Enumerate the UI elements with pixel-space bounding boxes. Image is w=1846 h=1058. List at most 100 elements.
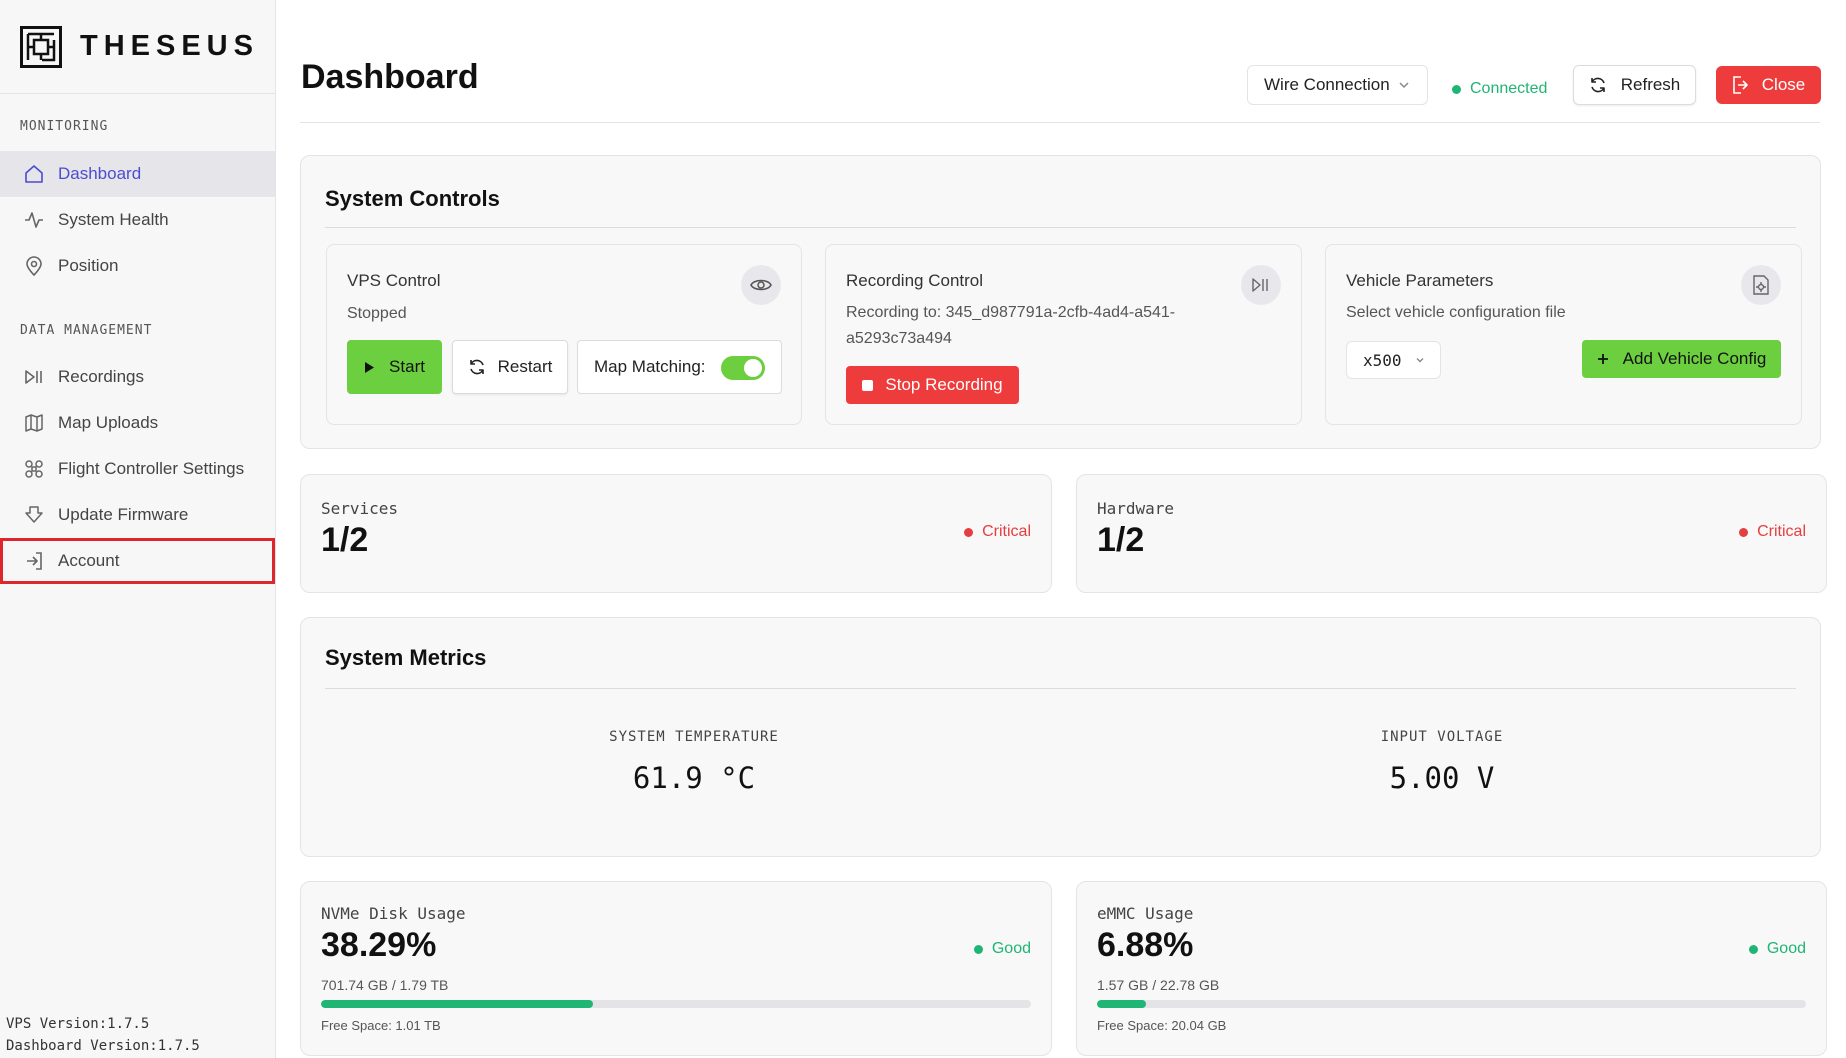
connection-status-label: Connected — [1470, 80, 1548, 97]
vps-status: Stopped — [347, 305, 407, 322]
drone-icon — [22, 457, 46, 481]
sidebar-item-dashboard[interactable]: Dashboard — [0, 151, 275, 197]
stop-icon — [862, 379, 874, 391]
emmc-progress-bar — [1097, 1000, 1806, 1008]
toggle-knob — [744, 359, 762, 377]
map-icon — [22, 411, 46, 435]
exit-icon — [1732, 76, 1748, 94]
sidebar-item-update-firmware[interactable]: Update Firmware — [0, 492, 275, 538]
voltage-value: 5.00 V — [1389, 761, 1495, 795]
add-vehicle-config-button[interactable]: Add Vehicle Config — [1582, 340, 1781, 378]
nvme-usage-detail: 701.74 GB / 1.79 TB — [321, 977, 449, 993]
nvme-usage-card: NVMe Disk Usage 38.29% Good 701.74 GB / … — [300, 881, 1052, 1056]
card-divider — [325, 688, 1796, 689]
recording-target: Recording to: 345_d987791a-2cfb-4ad4-a54… — [846, 300, 1175, 352]
stop-recording-label: Stop Recording — [885, 375, 1003, 394]
nav-data-management: Recordings Map Uploads Flight Controller… — [0, 354, 275, 584]
home-icon — [22, 162, 46, 186]
emmc-status-badge: Good — [1748, 940, 1806, 958]
chevron-down-icon — [1399, 82, 1409, 89]
sidebar-item-account[interactable]: Account — [0, 538, 275, 584]
services-label: Services — [321, 499, 399, 518]
page-title: Dashboard — [301, 58, 479, 96]
emmc-usage-card: eMMC Usage 6.88% Good 1.57 GB / 22.78 GB… — [1076, 881, 1827, 1056]
recording-target-line2: a5293c73a494 — [846, 330, 952, 347]
sidebar-item-recordings[interactable]: Recordings — [0, 354, 275, 400]
system-metrics-title: System Metrics — [325, 645, 487, 670]
refresh-button[interactable]: Refresh — [1573, 65, 1696, 105]
close-button[interactable]: Close — [1716, 66, 1821, 104]
vps-control-title: VPS Control — [347, 271, 441, 290]
refresh-icon — [1589, 76, 1607, 94]
start-button[interactable]: Start — [347, 340, 442, 394]
connection-select[interactable]: Wire Connection — [1247, 65, 1428, 105]
map-matching-toggle[interactable] — [721, 356, 765, 380]
pulse-icon — [22, 208, 46, 232]
sidebar-item-label: System Health — [58, 210, 169, 229]
services-card: Services 1/2 Critical — [300, 474, 1052, 593]
restart-label: Restart — [497, 357, 553, 376]
map-pin-icon — [22, 254, 46, 278]
map-matching-control: Map Matching: — [577, 340, 782, 394]
vehicle-parameters-subtitle: Select vehicle configuration file — [1346, 304, 1566, 321]
status-dot-icon — [964, 527, 974, 537]
system-metrics-card: System Metrics SYSTEM TEMPERATURE 61.9 °… — [300, 617, 1821, 857]
sidebar: THESEUS MONITORING Dashboard System Heal… — [0, 0, 276, 1058]
emmc-label: eMMC Usage — [1097, 904, 1194, 923]
start-label: Start — [389, 357, 425, 376]
version-info: VPS Version:1.7.5 Dashboard Version:1.7.… — [6, 1013, 200, 1057]
temperature-label: SYSTEM TEMPERATURE — [609, 729, 779, 745]
close-label: Close — [1761, 75, 1806, 94]
recording-control-panel: Recording Control Recording to: 345_d987… — [825, 244, 1302, 425]
download-icon — [22, 503, 46, 527]
sidebar-item-label: Map Uploads — [58, 413, 159, 432]
nav-monitoring: Dashboard System Health Position — [0, 151, 275, 289]
refresh-label: Refresh — [1620, 75, 1681, 94]
sidebar-item-flight-controller-settings[interactable]: Flight Controller Settings — [0, 446, 275, 492]
sidebar-item-position[interactable]: Position — [0, 243, 275, 289]
services-status-badge: Critical — [964, 523, 1031, 541]
sidebar-item-label: Account — [58, 551, 120, 570]
status-dot-icon — [1748, 944, 1758, 954]
status-dot-icon — [973, 944, 983, 954]
hardware-card: Hardware 1/2 Critical — [1076, 474, 1827, 593]
status-dot-icon — [1452, 84, 1461, 94]
nvme-free-space: Free Space: 1.01 TB — [321, 1018, 441, 1033]
status-dot-icon — [1739, 527, 1749, 537]
system-controls-card: System Controls VPS Control Stopped Star… — [300, 155, 1821, 449]
vehicle-config-value: x500 — [1363, 350, 1402, 370]
stop-recording-button[interactable]: Stop Recording — [846, 366, 1019, 404]
chevron-down-icon — [1416, 358, 1424, 363]
sidebar-item-map-uploads[interactable]: Map Uploads — [0, 400, 275, 446]
brand-name: THESEUS — [80, 30, 259, 62]
add-vehicle-config-label: Add Vehicle Config — [1622, 349, 1767, 368]
sidebar-item-system-health[interactable]: System Health — [0, 197, 275, 243]
section-label-monitoring: MONITORING — [20, 119, 109, 134]
vehicle-config-select[interactable]: x500 — [1346, 341, 1441, 379]
sidebar-item-label: Update Firmware — [58, 505, 189, 524]
emmc-value: 6.88% — [1097, 926, 1194, 964]
restart-button[interactable]: Restart — [452, 340, 568, 394]
card-divider — [325, 227, 1796, 228]
emmc-free-space: Free Space: 20.04 GB — [1097, 1018, 1227, 1033]
file-settings-icon[interactable] — [1741, 265, 1781, 305]
sidebar-item-label: Flight Controller Settings — [58, 459, 245, 478]
nvme-status-badge: Good — [973, 940, 1031, 958]
nvme-progress-bar — [321, 1000, 1031, 1008]
sidebar-item-label: Recordings — [58, 367, 144, 386]
recording-control-title: Recording Control — [846, 271, 984, 290]
vehicle-parameters-title: Vehicle Parameters — [1346, 271, 1494, 290]
map-matching-label: Map Matching: — [594, 357, 706, 376]
theseus-logo-icon — [20, 25, 62, 68]
plus-icon — [1597, 354, 1608, 364]
vehicle-parameters-panel: Vehicle Parameters Select vehicle config… — [1325, 244, 1802, 425]
play-pause-icon[interactable] — [1241, 265, 1281, 305]
voltage-label: INPUT VOLTAGE — [1380, 729, 1504, 745]
eye-icon[interactable] — [741, 265, 781, 305]
vps-version: VPS Version:1.7.5 — [6, 1016, 150, 1032]
nvme-value: 38.29% — [321, 926, 437, 964]
nvme-label: NVMe Disk Usage — [321, 904, 466, 923]
nvme-status: Good — [991, 940, 1031, 957]
play-pause-icon — [22, 365, 46, 389]
brand: THESEUS — [0, 0, 275, 94]
